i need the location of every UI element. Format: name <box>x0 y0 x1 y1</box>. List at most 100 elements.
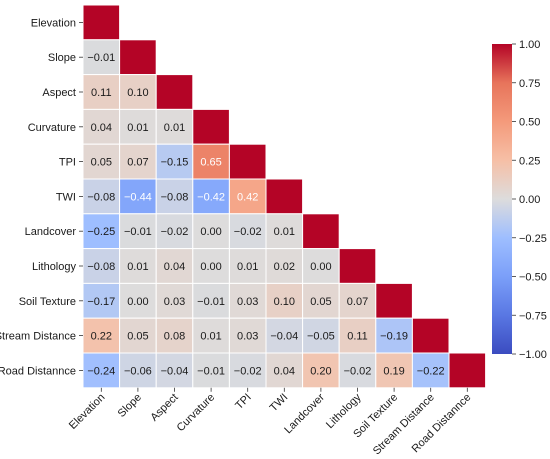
heatmap-cell <box>192 178 230 215</box>
cell-value-label: −0.08 <box>161 191 189 203</box>
heatmap-cell <box>155 248 194 284</box>
heatmap-cell <box>82 4 121 41</box>
colorbar-tick-label: −0.50 <box>519 272 547 284</box>
colorbar-tick-label: 0.75 <box>519 78 540 90</box>
heatmap-cell <box>82 213 121 250</box>
cell-value-label: 0.19 <box>383 365 404 377</box>
cell-value-label: 0.11 <box>91 87 112 99</box>
heatmap-cell <box>338 248 377 284</box>
heatmap-cell <box>265 282 304 319</box>
heatmap-cell <box>155 178 194 215</box>
cell-value-label: 0.04 <box>274 365 295 377</box>
heatmap-cell <box>82 282 121 319</box>
cell-value-label: 0.00 <box>200 226 221 238</box>
cell-value-label: −0.05 <box>307 331 335 343</box>
colorbar: 1.00 0.75 0.50 0.25 0.00 −0.25 −0.50 −0.75 −1.00 <box>492 39 547 361</box>
y-tick-label: TPI <box>59 157 76 169</box>
cell-value-label: 0.07 <box>127 157 148 169</box>
y-tick-label: Aspect <box>42 87 76 99</box>
heatmap-cell <box>82 352 121 389</box>
heatmap-cell <box>265 178 304 215</box>
cell-value-label: 0.01 <box>274 226 295 238</box>
colorbar-tick-label: −1.00 <box>519 349 547 361</box>
x-tick-label: TWI <box>268 391 291 414</box>
cell-value-label: −0.02 <box>161 226 189 238</box>
cell-value-label: 0.05 <box>91 157 112 169</box>
cell-value-label: −0.01 <box>87 52 115 64</box>
heatmap-cell <box>228 143 267 180</box>
colorbar-tick-label: 0.00 <box>519 194 540 206</box>
cell-value-label: 0.01 <box>127 122 148 134</box>
cell-value-label: −0.01 <box>197 296 225 308</box>
cell-value-label: 0.01 <box>200 331 221 343</box>
heatmap-cell <box>302 213 340 250</box>
cell-value-label: −0.04 <box>270 331 298 343</box>
heatmap-cell <box>228 178 267 215</box>
cell-value-label: 0.03 <box>237 331 258 343</box>
heatmap-cell <box>265 317 304 354</box>
cell-value-label: 0.03 <box>237 296 258 308</box>
y-tick-label: Landcover <box>25 226 77 238</box>
heatmap-cells <box>82 4 487 389</box>
cell-value-label: −0.17 <box>87 296 115 308</box>
heatmap-cell <box>155 317 194 354</box>
cell-value-label: −0.24 <box>87 365 115 377</box>
x-tick-label: Elevation <box>67 391 107 431</box>
cell-value-label: −0.01 <box>124 226 152 238</box>
colorbar-tick-label: −0.75 <box>519 310 547 322</box>
heatmap-cell <box>228 317 267 354</box>
cell-value-label: −0.44 <box>124 191 152 203</box>
heatmap-cell <box>119 178 157 215</box>
cell-value-label: −0.02 <box>234 365 262 377</box>
heatmap-cell <box>119 39 157 76</box>
cell-value-label: 0.10 <box>274 296 295 308</box>
cell-value-label: 0.03 <box>164 296 185 308</box>
x-tick-label: Curvature <box>175 391 218 434</box>
y-tick-label: Road Distannce <box>0 365 76 377</box>
cell-value-label: 0.05 <box>310 296 331 308</box>
cell-value-label: −0.15 <box>161 157 189 169</box>
y-tick-label: Stream Distance <box>0 331 76 343</box>
y-tick-label: Slope <box>48 52 76 64</box>
colorbar-tick-label: 0.50 <box>519 117 540 129</box>
cell-value-label: −0.19 <box>380 331 408 343</box>
heatmap-cell <box>192 108 230 145</box>
heatmap-cell <box>192 317 230 354</box>
x-tick-label: TPI <box>233 391 254 412</box>
cell-value-label: 0.22 <box>91 331 112 343</box>
cell-value-label: 0.00 <box>200 261 221 273</box>
heatmap-cell <box>82 248 121 284</box>
cell-value-label: −0.01 <box>197 365 225 377</box>
cell-value-label: 0.42 <box>237 191 258 203</box>
heatmap-cell <box>375 317 413 354</box>
colorbar-tick-label: 1.00 <box>519 39 540 51</box>
colorbar-gradient <box>492 44 512 354</box>
cell-value-label: 0.04 <box>164 261 185 273</box>
y-tick-label: Soil Texture <box>19 296 76 308</box>
heatmap-cell <box>375 352 413 389</box>
cell-value-label: 0.01 <box>164 122 185 134</box>
heatmap-cell <box>338 317 377 354</box>
cell-value-label: −0.04 <box>161 365 189 377</box>
cell-value-label: 0.20 <box>310 365 331 377</box>
x-tick-label: Aspect <box>148 391 180 423</box>
cell-value-label: −0.02 <box>234 226 262 238</box>
heatmap-cell <box>119 213 157 250</box>
heatmap-cell <box>375 282 413 319</box>
heatmap-cell <box>448 352 487 389</box>
cell-value-label: 0.01 <box>127 261 148 273</box>
y-axis-tick-labels: Elevation Slope Aspect Curvature TPI TWI Landc… <box>0 17 83 377</box>
cell-value-label: −0.06 <box>124 365 152 377</box>
colorbar-tick-label: −0.25 <box>519 233 547 245</box>
cell-value-label: 0.01 <box>237 261 258 273</box>
heatmap-cell <box>119 317 157 354</box>
heatmap-cell <box>82 39 121 76</box>
cell-value-label: 0.65 <box>200 157 221 169</box>
cell-value-label: −0.08 <box>87 261 115 273</box>
colorbar-tick-label: 0.25 <box>519 155 540 167</box>
cell-value-label: 0.08 <box>164 331 185 343</box>
cell-value-label: 0.00 <box>127 296 148 308</box>
cell-value-label: 0.05 <box>127 331 148 343</box>
heatmap-cell <box>82 317 121 354</box>
